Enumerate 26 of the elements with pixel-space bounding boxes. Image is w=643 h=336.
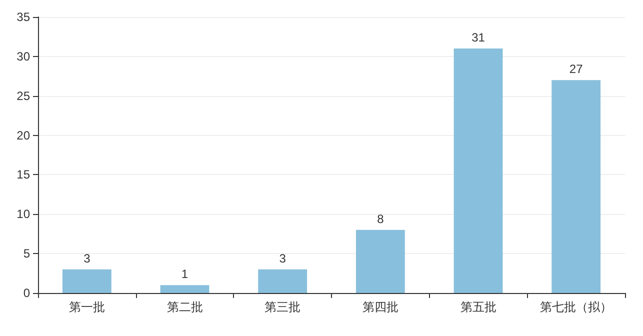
x-tick-label: 第一批 [68, 300, 105, 314]
x-tick-label: 第四批 [362, 300, 398, 314]
data-label: 27 [569, 62, 584, 76]
y-tick-label: 35 [16, 10, 30, 24]
y-tick-label: 25 [16, 88, 30, 103]
x-tick-label: 第二批 [166, 300, 203, 314]
data-label: 3 [279, 251, 286, 266]
data-label: 1 [181, 267, 188, 282]
bar [454, 48, 503, 293]
y-tick-label: 30 [16, 49, 30, 64]
bar [552, 80, 601, 293]
x-tick-label: 第五批 [460, 300, 496, 314]
data-label: 8 [377, 212, 384, 226]
y-tick-label: 5 [23, 246, 30, 261]
y-tick-label: 0 [23, 286, 30, 300]
y-tick-label: 15 [16, 168, 30, 182]
bar [62, 269, 112, 293]
x-tick-label: 第三批 [264, 300, 301, 314]
y-tick-label: 20 [16, 128, 30, 142]
bar [356, 230, 405, 293]
x-tick-label: 第七批（拟） [540, 300, 612, 314]
bar [258, 269, 308, 293]
data-label: 3 [84, 251, 91, 266]
y-tick-label: 10 [16, 207, 30, 222]
bar [160, 285, 210, 293]
data-label: 31 [472, 30, 486, 45]
